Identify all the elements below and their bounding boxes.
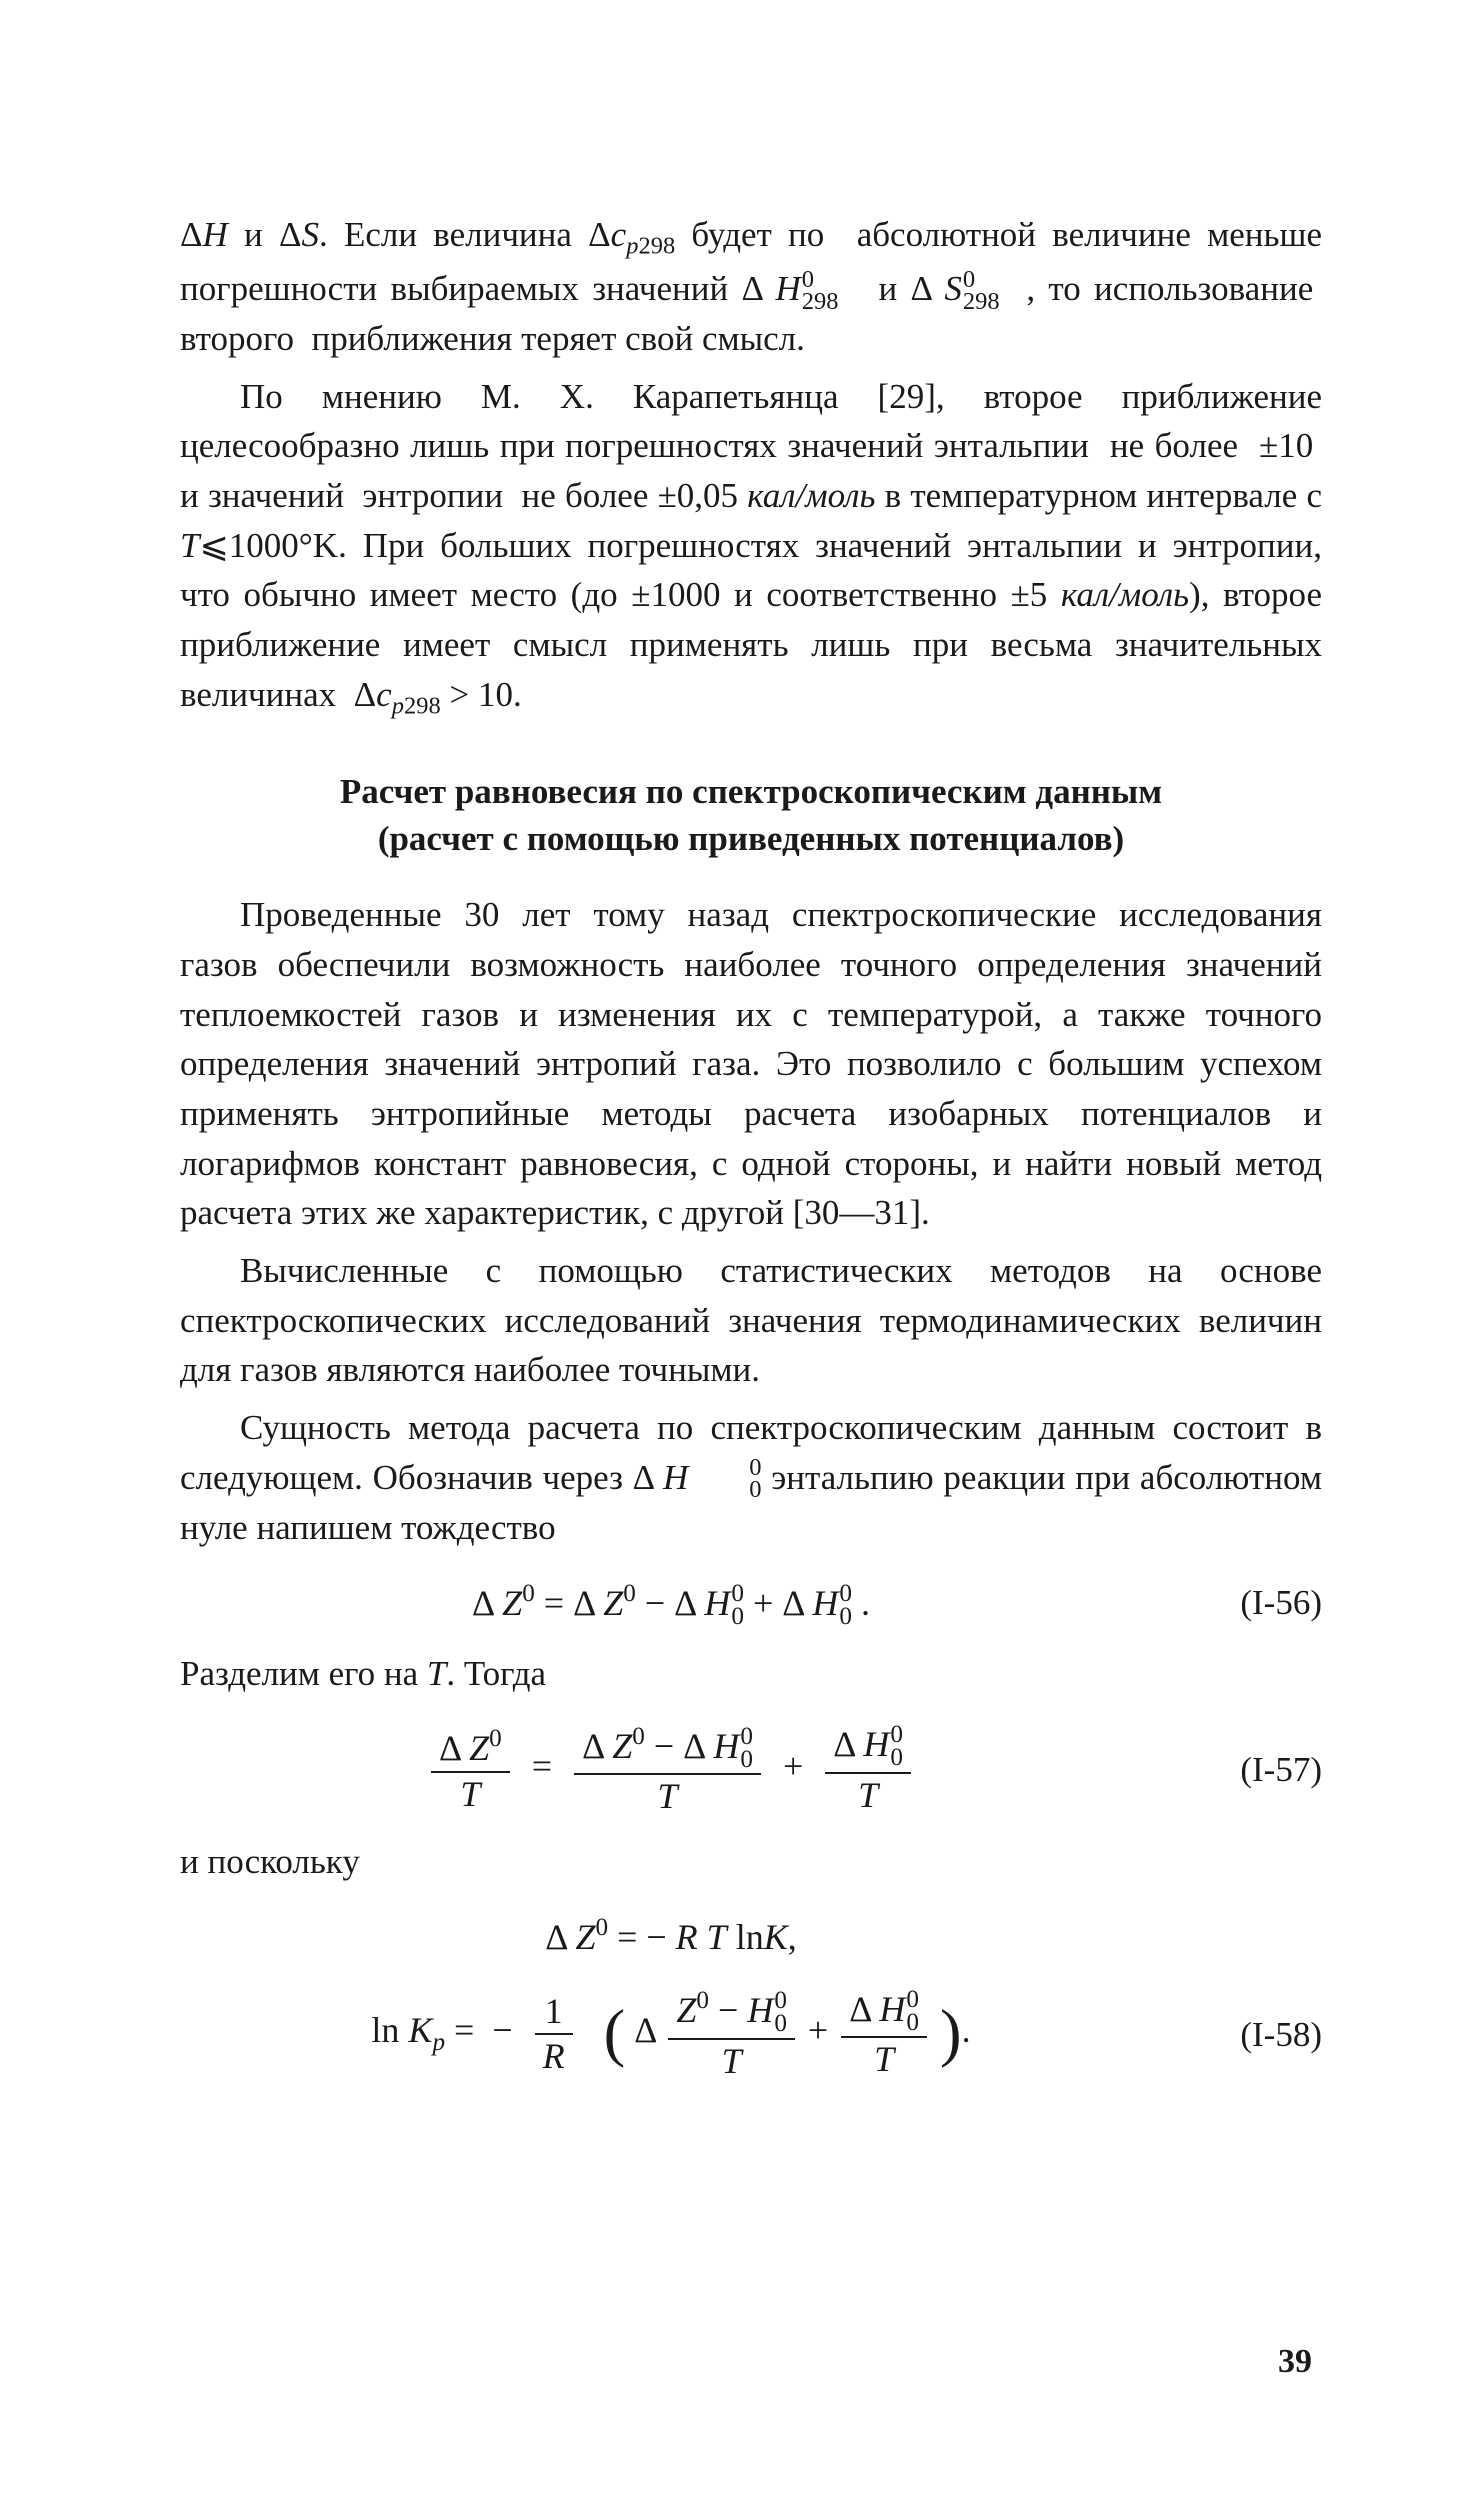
eq-58-body: ln Kp = − 1 R ( Δ Z0 − H00 T + Δ H00 T )… (180, 1987, 1162, 2081)
paragraph-3: Проведенные 30 лет тому назад спектроско… (180, 890, 1322, 1238)
paragraph-6: Разделим его на T. Тогда (180, 1649, 1322, 1699)
equation-I-56: Δ Z0 = Δ Z0 − Δ H00 + Δ H00 . (I-56) (180, 1576, 1322, 1629)
eq-57-body: Δ Z0 T = Δ Z0 − Δ H00 T + Δ H00 T (180, 1723, 1162, 1817)
paragraph-4: Вычисленные с помощью статистических мет… (180, 1246, 1322, 1395)
section-heading: Расчет равновесия по спектроскопическим … (180, 768, 1322, 863)
eq-56-label: (I-56) (1162, 1578, 1322, 1628)
page-number: 39 (1278, 2338, 1312, 2386)
equation-I-58: ln Kp = − 1 R ( Δ Z0 − H00 T + Δ H00 T )… (180, 1987, 1322, 2081)
eq-57-label: (I-57) (1162, 1745, 1322, 1795)
equation-I-57: Δ Z0 T = Δ Z0 − Δ H00 T + Δ H00 T (I-57) (180, 1723, 1322, 1817)
eq-58a-body: Δ Z0 = − R T lnK, (180, 1910, 1162, 1963)
heading-line-2: (расчет с помощью приведенных потенциало… (378, 819, 1124, 858)
paragraph-1: ΔH и ΔS. Если величина Δcp298 будет по а… (180, 210, 1322, 364)
paragraph-7: и поскольку (180, 1837, 1322, 1887)
page: ΔH и ΔS. Если величина Δcp298 будет по а… (0, 0, 1472, 2496)
paragraph-2: По мнению М. Х. Карапетьянца [29], второ… (180, 372, 1322, 724)
equation-lnK-line: Δ Z0 = − R T lnK, (180, 1910, 1322, 1963)
heading-line-1: Расчет равновесия по спектроскопическим … (340, 772, 1162, 811)
paragraph-5: Сущность метода расчета по спектроскопич… (180, 1403, 1322, 1552)
eq-58-label: (I-58) (1162, 2010, 1322, 2060)
eq-56-body: Δ Z0 = Δ Z0 − Δ H00 + Δ H00 . (180, 1576, 1162, 1629)
